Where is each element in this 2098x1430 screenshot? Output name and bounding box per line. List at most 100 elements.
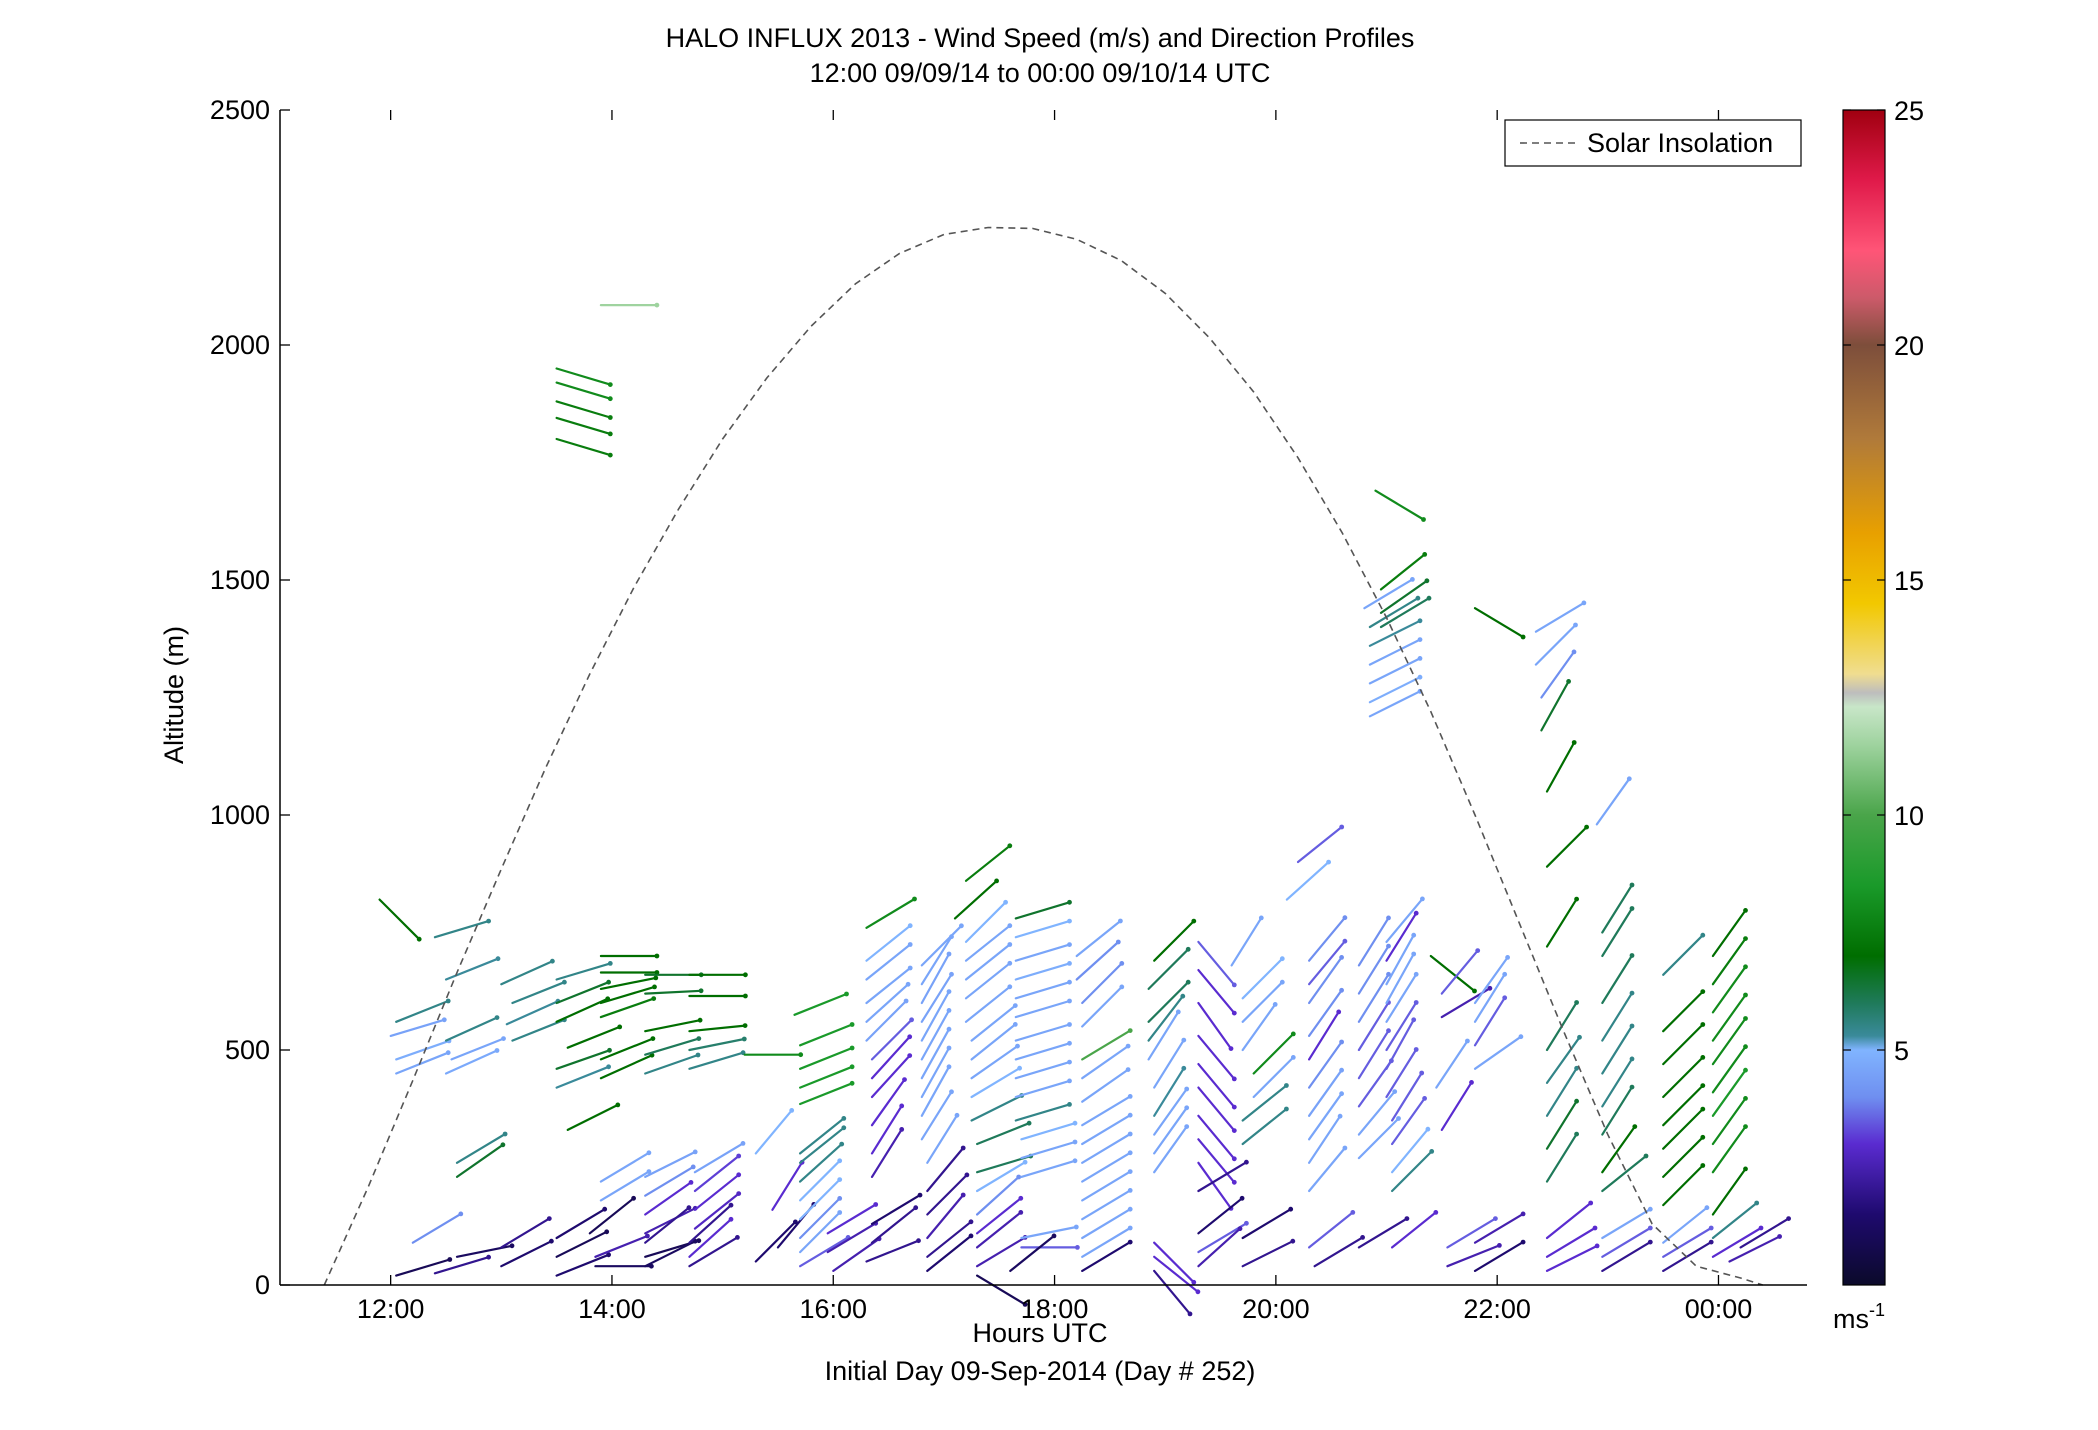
- legend[interactable]: Solar Insolation: [1504, 119, 1802, 167]
- wind-barb: [926, 1193, 965, 1240]
- wind-barb: [1545, 1100, 1578, 1150]
- wind-barb-head: [1786, 1216, 1791, 1221]
- wind-barb-head: [1244, 1159, 1249, 1165]
- wind-barb: [1313, 1236, 1364, 1268]
- wind-barb-head: [1413, 971, 1419, 977]
- initial-day-label: Initial Day 09-Sep-2014 (Day # 252): [825, 1356, 1256, 1386]
- wind-barb: [1473, 973, 1506, 1023]
- wind-barb-head: [899, 1127, 905, 1132]
- wind-barb-head: [1339, 1091, 1344, 1097]
- wind-barb: [1545, 1226, 1597, 1258]
- wind-barb-head: [1127, 1131, 1133, 1137]
- wind-barb-head: [607, 431, 613, 437]
- wind-barb-head: [1584, 824, 1589, 830]
- wind-barb-head: [1067, 899, 1072, 905]
- wind-barb-head: [1647, 1225, 1653, 1231]
- wind-barb-head: [1067, 998, 1072, 1004]
- wind-barb-head: [1629, 990, 1635, 996]
- wind-barb: [798, 1046, 854, 1070]
- wind-barb-head: [1743, 908, 1748, 913]
- wind-barb-head: [743, 993, 748, 999]
- wind-barb: [798, 1178, 841, 1221]
- wind-barb: [975, 1236, 1027, 1268]
- wind-barb-head: [728, 1216, 734, 1222]
- solar-insolation-line: [323, 226, 1763, 1286]
- wind-barb-head: [1487, 985, 1493, 991]
- wind-barb: [1545, 1244, 1599, 1273]
- x-tick-label: 16:00: [799, 1294, 867, 1324]
- wind-barb: [798, 1126, 845, 1164]
- wind-barb: [1601, 907, 1634, 958]
- wind-barb-head: [607, 415, 613, 420]
- wind-barb-head: [1574, 1098, 1579, 1104]
- wind-barb: [1197, 1197, 1244, 1235]
- wind-barb-head: [1184, 1105, 1190, 1111]
- wind-barb: [1385, 934, 1415, 986]
- wind-barb-head: [1231, 982, 1237, 988]
- wind-barb-head: [494, 1015, 500, 1020]
- y-tick-label: 1500: [210, 565, 270, 595]
- wind-barb-head: [1127, 1188, 1133, 1193]
- wind-barb: [1153, 919, 1195, 962]
- wind-barb-head: [1237, 1226, 1243, 1232]
- wind-barb: [378, 898, 421, 941]
- wind-barb-head: [1571, 740, 1577, 745]
- y-axis-label: Altitude (m): [159, 626, 189, 764]
- wind-barb-head: [1272, 1002, 1278, 1007]
- wind-barb: [1296, 825, 1343, 864]
- wind-barb-head: [698, 988, 704, 994]
- x-tick-label: 14:00: [578, 1294, 646, 1324]
- wind-barb: [870, 1206, 917, 1244]
- wind-barb: [870, 1078, 906, 1127]
- wind-barb-head: [1743, 992, 1748, 998]
- wind-barb-head: [607, 382, 613, 387]
- wind-barb-head: [1288, 1206, 1294, 1212]
- wind-barb: [870, 1035, 911, 1080]
- colorbar: 5 10 15 20 25 ms-1: [1833, 96, 1924, 1334]
- wind-barb: [1014, 999, 1071, 1019]
- wind-barb-head: [1231, 1128, 1237, 1133]
- wind-barb: [1014, 981, 1071, 1000]
- wind-barb: [1435, 1039, 1469, 1089]
- wind-barb: [1014, 1023, 1071, 1042]
- wind-barb-head: [1012, 1022, 1018, 1027]
- wind-barb-head: [1574, 896, 1579, 902]
- wind-barb-head: [1643, 1153, 1649, 1159]
- wind-barb-head: [1022, 1159, 1028, 1165]
- wind-barb: [964, 962, 1011, 1000]
- wind-barb-head: [1290, 1031, 1296, 1037]
- wind-barb: [1081, 1151, 1132, 1183]
- wind-barb: [1662, 990, 1704, 1033]
- wind-barb-head: [1396, 1116, 1401, 1121]
- wind-barb: [1662, 1107, 1704, 1150]
- wind-barb: [599, 985, 656, 1005]
- wind-barb: [1368, 676, 1422, 704]
- y-tick-label: 500: [225, 1035, 270, 1065]
- colorbar-tick-label: 20: [1894, 331, 1924, 361]
- wind-barb: [1197, 1062, 1236, 1109]
- wind-barb-head: [1422, 1096, 1427, 1101]
- wind-barb-head: [1026, 1120, 1032, 1126]
- wind-barb-head: [1279, 956, 1285, 962]
- wind-barb-head: [1018, 1210, 1024, 1215]
- wind-barb: [1662, 1023, 1704, 1066]
- wind-barb-head: [1700, 1022, 1706, 1027]
- wind-barb-head: [1185, 946, 1191, 952]
- wind-barb: [688, 1204, 733, 1244]
- wind-barb-head: [1574, 1065, 1579, 1071]
- wind-barb-head: [1191, 1279, 1197, 1285]
- wind-barb-head: [1195, 1289, 1201, 1295]
- wind-barb: [964, 943, 1011, 981]
- wind-barb: [964, 924, 1011, 962]
- wind-barb-head: [690, 1164, 696, 1170]
- wind-barb-head: [1700, 1106, 1706, 1112]
- wind-barb-head: [1342, 915, 1348, 921]
- wind-barb: [688, 1037, 746, 1052]
- wind-barb-head: [844, 991, 849, 997]
- wind-barb-head: [946, 989, 952, 994]
- wind-barb-head: [501, 1036, 506, 1041]
- wind-barb: [1081, 1189, 1132, 1221]
- wind-barb: [1601, 1085, 1634, 1136]
- y-ticks: 0 500 1000 1500 2000 2500: [210, 95, 290, 1300]
- wind-barb: [798, 1211, 841, 1254]
